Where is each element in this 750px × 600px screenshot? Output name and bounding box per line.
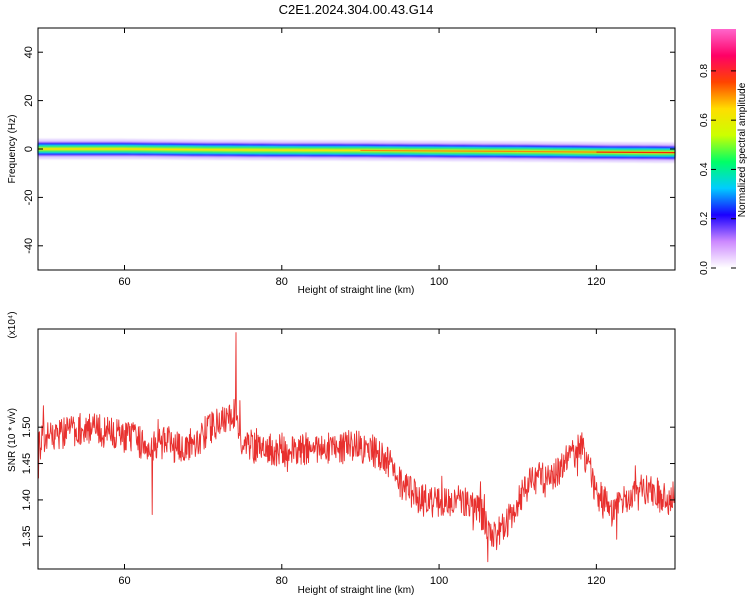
top-y-tick-label: 40 [23,46,35,58]
spectrogram-panel: 60 80 100 120 40 20 0 -20 -40 Height of straigh… [7,27,676,296]
top-y-axis-label: Frequency (Hz) [7,115,18,184]
chart-title: C2E1.2024.304.00.43.G14 [279,2,434,17]
top-y-tick-label: 0 [23,146,35,152]
colorbar-tick-label: 0.4 [699,162,710,176]
colorbar-gradient [711,29,736,268]
colorbar-tick-label: 0.0 [699,261,710,275]
bottom-y-tick-label: 1.50 [21,416,33,437]
bottom-x-tick-label: 100 [430,575,448,587]
spectral-ridge [38,138,676,163]
top-x-tick-label: 100 [430,276,448,288]
colorbar-label: Normalized spectral amplitude [737,82,748,217]
bottom-x-ticks: 60 80 100 120 [118,329,606,587]
top-y-tick-label: -20 [23,189,35,205]
top-x-ticks: 60 80 100 120 [118,28,606,288]
top-y-tick-label: 20 [23,94,35,106]
bottom-y-tick-label: 1.40 [21,489,33,510]
bottom-y-ticks: 1.35 1.40 1.45 1.50 [21,416,675,547]
ridge-core-segment [124,148,204,151]
snr-panel: 60 80 100 120 1.35 1.40 1.45 1.50 Height of st… [7,311,676,596]
top-x-axis-label: Height of straight line (km) [298,285,415,296]
colorbar-ticks: 0.0 0.2 0.4 0.6 0.8 [699,63,736,275]
bottom-y-axis-label: SNR (10 * v/v) [7,408,18,472]
bottom-x-tick-label: 80 [276,575,288,587]
colorbar-tick-label: 0.2 [699,211,710,225]
bottom-x-axis-label: Height of straight line (km) [298,585,415,596]
bottom-x-tick-label: 60 [118,575,130,587]
bottom-y-tick-label: 1.45 [21,453,33,474]
top-y-tick-label: -40 [23,238,35,254]
top-x-tick-label: 80 [276,276,288,288]
colorbar: 0.0 0.2 0.4 0.6 0.8 Normalized spectral ampl… [699,29,748,275]
snr-frame [37,328,676,570]
top-x-tick-label: 60 [118,276,130,288]
y-multiplier-label: (x10⁴) [7,311,18,338]
colorbar-tick-label: 0.8 [699,63,710,77]
colorbar-tick-label: 0.6 [699,113,710,127]
bottom-y-tick-label: 1.35 [21,526,33,547]
top-y-ticks: 40 20 0 -20 -40 [23,46,675,254]
snr-series-line [38,332,675,563]
ridge-core-segment [517,150,597,153]
bottom-x-tick-label: 120 [587,575,605,587]
top-x-tick-label: 120 [587,276,605,288]
